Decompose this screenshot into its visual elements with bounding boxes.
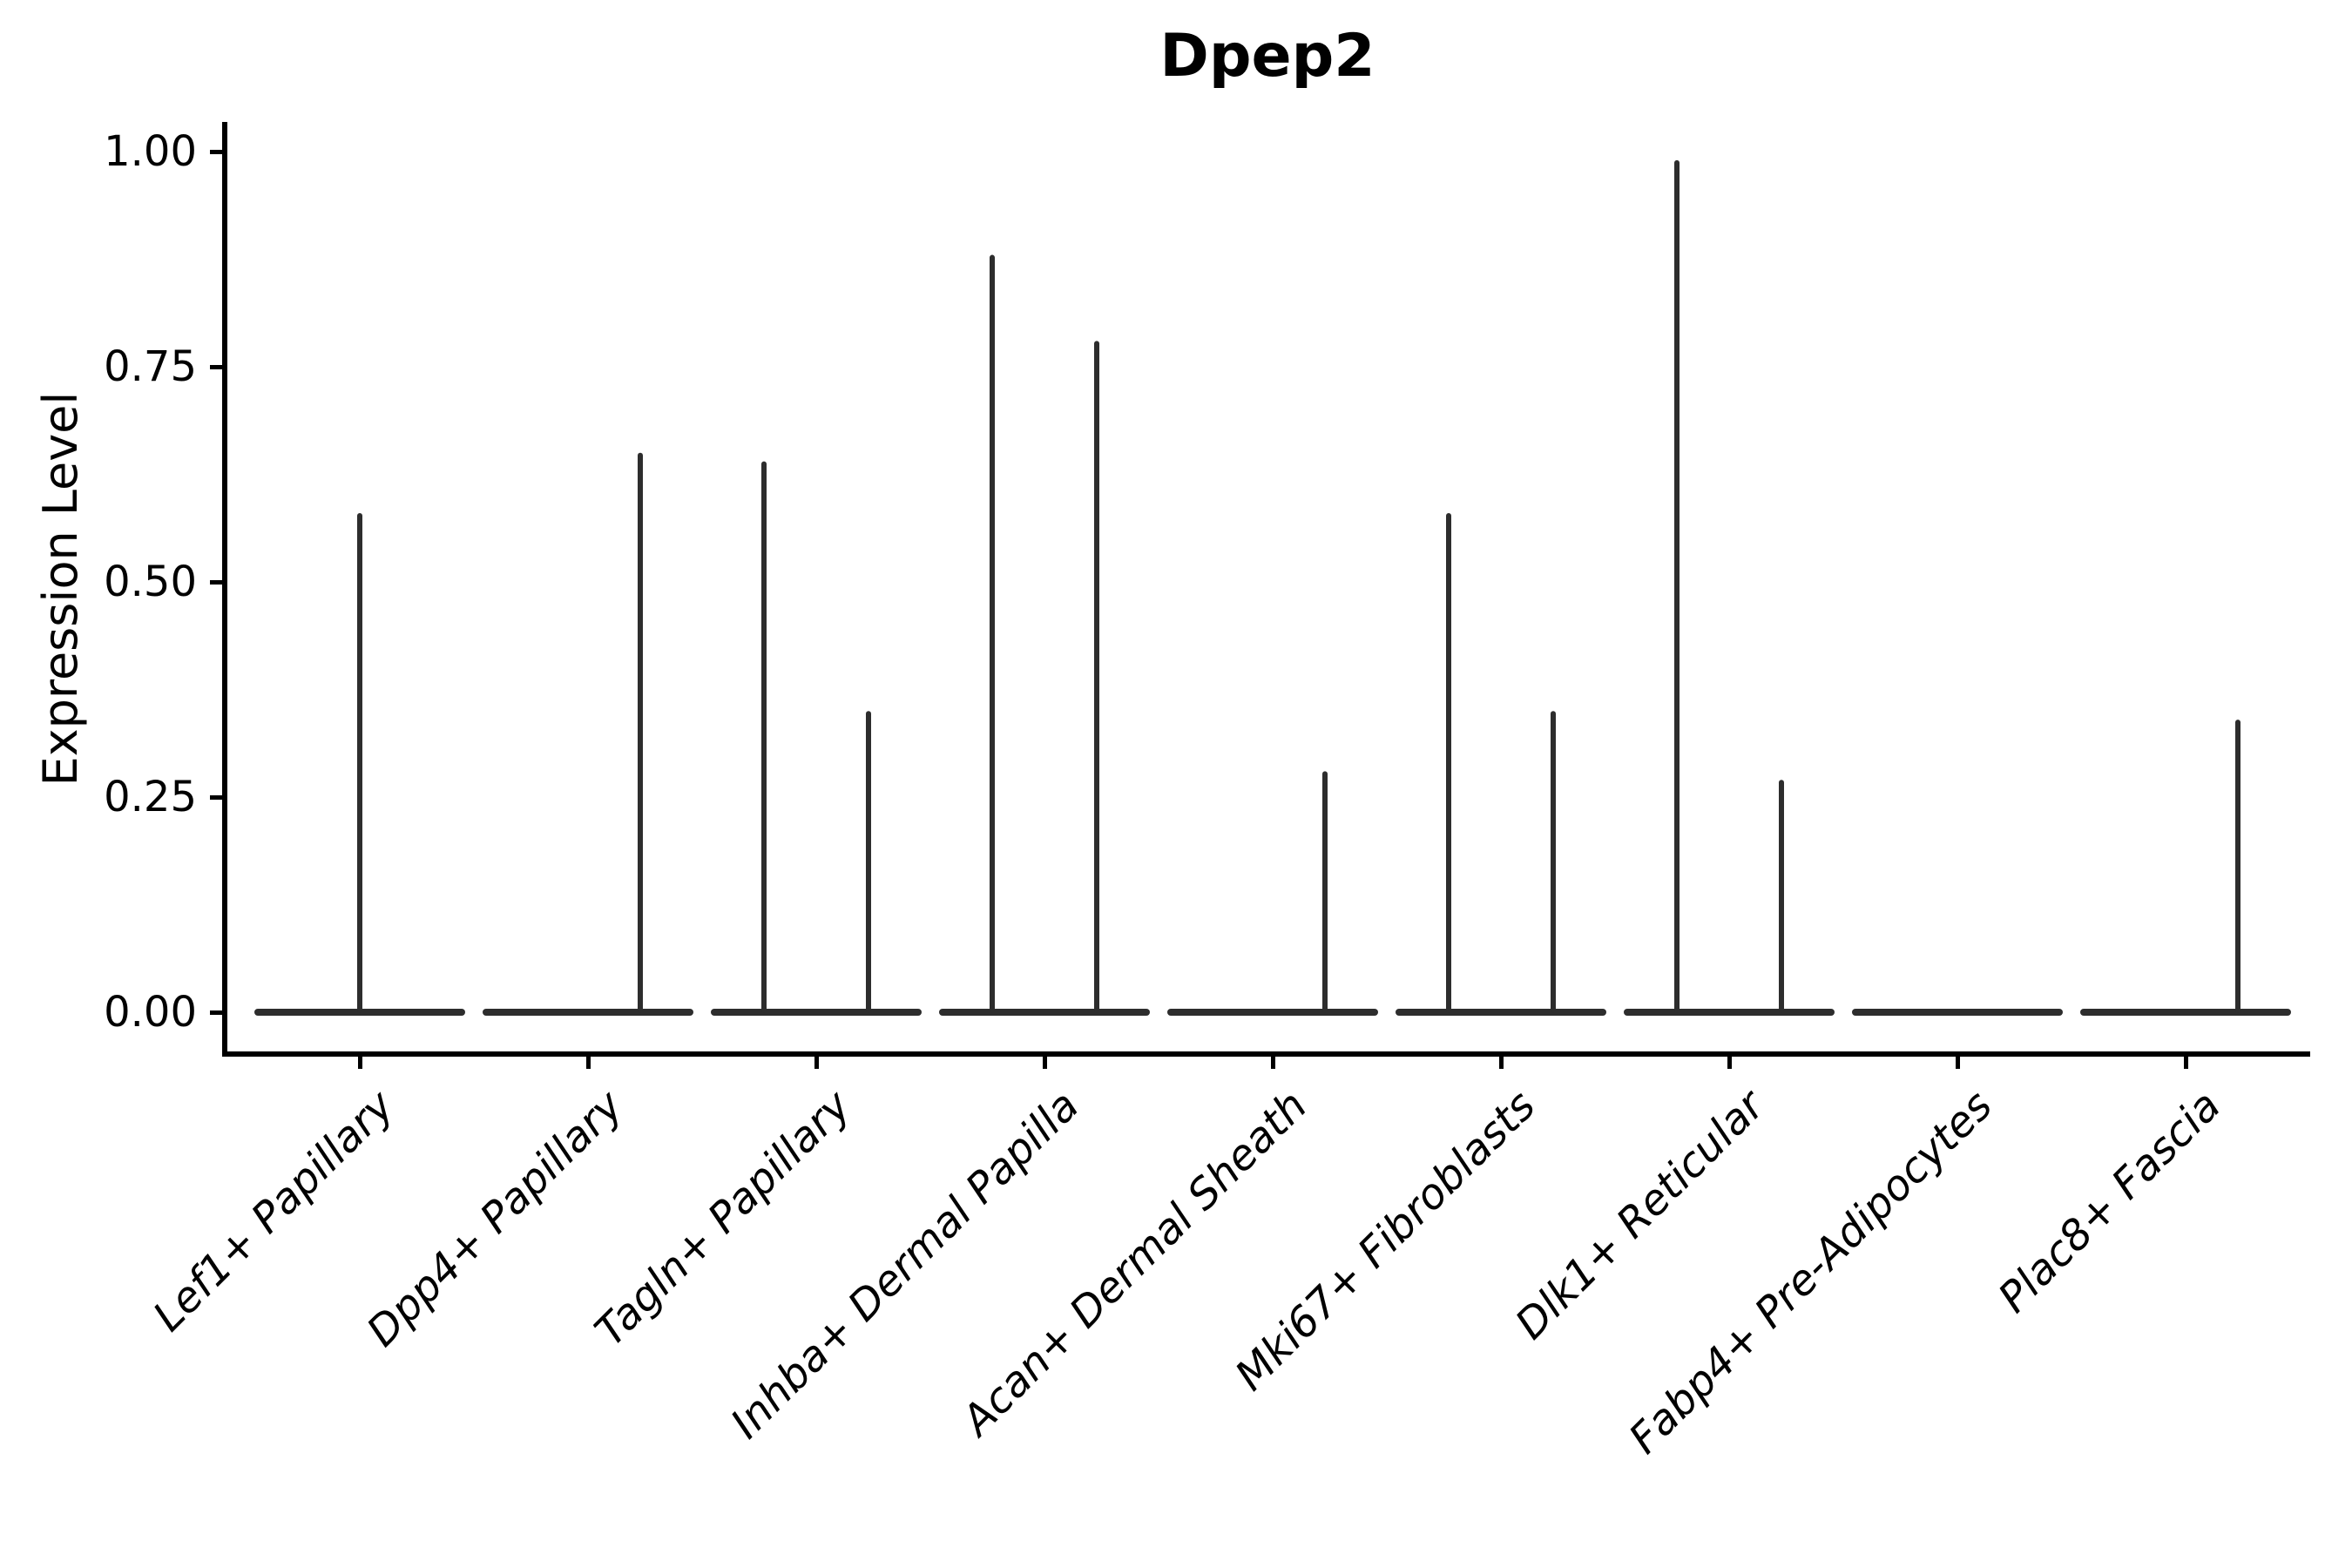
y-tick-label: 1.00: [104, 127, 197, 176]
y-tick-label: 0.25: [104, 773, 197, 821]
y-axis-spine: [222, 122, 227, 1057]
y-tick-mark: [210, 1010, 223, 1015]
x-tick-mark: [1498, 1057, 1504, 1069]
x-axis-spine: [222, 1051, 2310, 1057]
x-tick-mark: [585, 1057, 591, 1069]
x-tick-mark: [357, 1057, 362, 1069]
y-tick-label: 0.00: [104, 988, 197, 1037]
x-tick-mark: [2183, 1057, 2188, 1069]
y-tick-mark: [210, 579, 223, 585]
y-tick-label: 0.75: [104, 342, 197, 391]
chart-title: Dpep2: [1159, 22, 1375, 91]
x-tick-mark: [1270, 1057, 1275, 1069]
y-tick-label: 0.50: [104, 558, 197, 606]
x-tick-mark: [1727, 1057, 1732, 1069]
x-tick-mark: [1042, 1057, 1047, 1069]
y-tick-mark: [210, 364, 223, 369]
y-tick-mark: [210, 149, 223, 154]
x-tick-mark: [1955, 1057, 1960, 1069]
y-tick-mark: [210, 794, 223, 800]
x-tick-mark: [814, 1057, 819, 1069]
